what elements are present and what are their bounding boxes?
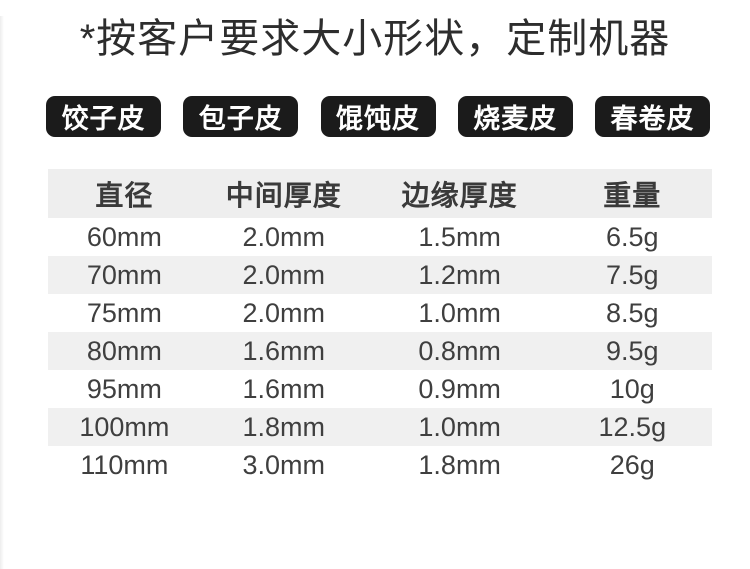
cell-mid-thickness: 2.0mm <box>242 259 325 290</box>
table-row: 75mm 2.0mm 1.0mm 8.5g <box>48 294 712 332</box>
product-spec-sheet: *按客户要求大小形状，定制机器 饺子皮 包子皮 馄饨皮 烧麦皮 春卷皮 直径 中… <box>0 16 750 484</box>
cell-edge-thickness: 0.8mm <box>418 335 501 366</box>
cell-weight: 12.5g <box>598 411 667 442</box>
col-header-weight: 重量 <box>603 179 662 211</box>
cell-diameter: 95mm <box>86 373 162 404</box>
tag-wonton-wrapper[interactable]: 馄饨皮 <box>320 96 436 138</box>
tag-bun-wrapper[interactable]: 包子皮 <box>183 96 299 138</box>
table-row: 95mm 1.6mm 0.9mm 10g <box>48 370 712 408</box>
col-header-diameter: 直径 <box>95 179 154 211</box>
cell-mid-thickness: 2.0mm <box>242 297 325 328</box>
table-row: 110mm 3.0mm 1.8mm 26g <box>48 446 712 484</box>
spec-table: 直径 中间厚度 边缘厚度 重量 60mm 2.0mm 1.5mm 6.5g 70… <box>48 169 712 484</box>
cell-weight: 9.5g <box>606 335 659 366</box>
cell-edge-thickness: 1.0mm <box>418 411 501 442</box>
cell-edge-thickness: 1.2mm <box>418 259 501 290</box>
cell-diameter: 70mm <box>86 259 162 290</box>
cell-diameter: 110mm <box>80 449 169 480</box>
page-title: *按客户要求大小形状，定制机器 <box>79 17 671 61</box>
cell-diameter: 60mm <box>86 221 162 252</box>
cell-weight: 8.5g <box>606 297 659 328</box>
cell-mid-thickness: 1.8mm <box>242 411 325 442</box>
cell-diameter: 80mm <box>86 335 162 366</box>
cell-mid-thickness: 3.0mm <box>242 449 325 480</box>
spec-table-header-row: 直径 中间厚度 边缘厚度 重量 <box>48 169 712 219</box>
tag-dumpling-wrapper[interactable]: 饺子皮 <box>46 96 161 138</box>
cell-weight: 6.5g <box>606 221 659 252</box>
col-header-edge-thickness: 边缘厚度 <box>401 179 518 211</box>
table-row: 80mm 1.6mm 0.8mm 9.5g <box>48 332 712 371</box>
cell-weight: 7.5g <box>606 259 659 290</box>
table-row: 70mm 2.0mm 1.2mm 7.5g <box>48 256 712 295</box>
cell-diameter: 100mm <box>79 411 170 442</box>
cell-edge-thickness: 0.9mm <box>418 373 501 404</box>
cell-weight: 10g <box>609 373 655 404</box>
tag-springroll-wrapper[interactable]: 春卷皮 <box>595 96 710 138</box>
col-header-mid-thickness: 中间厚度 <box>225 179 342 211</box>
cell-mid-thickness: 1.6mm <box>242 335 325 366</box>
wrapper-type-tags: 饺子皮 包子皮 馄饨皮 烧麦皮 春卷皮 <box>46 96 710 138</box>
cell-diameter: 75mm <box>86 297 162 328</box>
cell-mid-thickness: 2.0mm <box>242 221 325 252</box>
cell-mid-thickness: 1.6mm <box>242 373 325 404</box>
table-row: 60mm 2.0mm 1.5mm 6.5g <box>48 218 712 256</box>
cell-weight: 26g <box>609 449 655 480</box>
table-row: 100mm 1.8mm 1.0mm 12.5g <box>48 408 712 447</box>
cell-edge-thickness: 1.5mm <box>418 221 501 252</box>
cell-edge-thickness: 1.0mm <box>418 297 501 328</box>
tag-shaomai-wrapper[interactable]: 烧麦皮 <box>457 96 573 138</box>
cell-edge-thickness: 1.8mm <box>418 449 501 480</box>
